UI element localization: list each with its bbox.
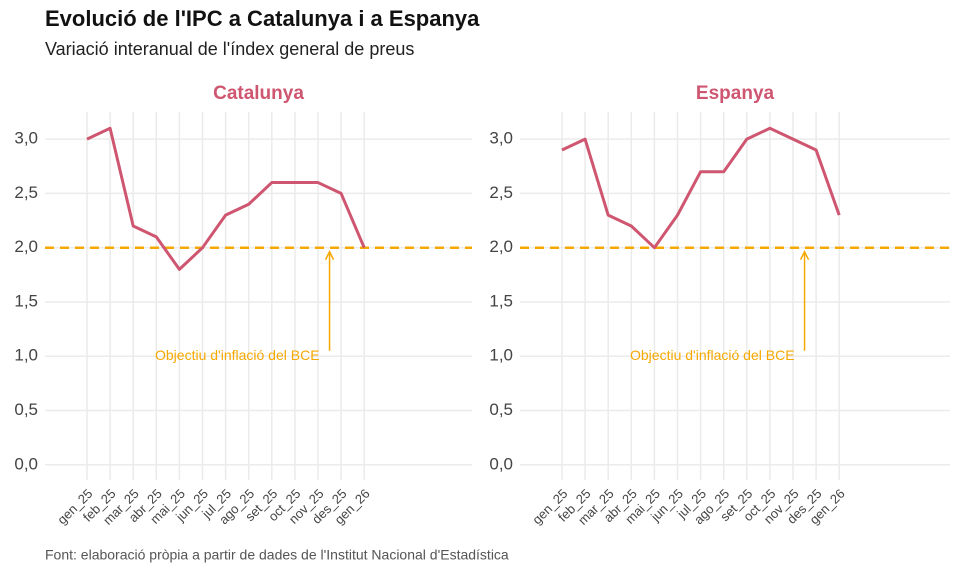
panel-title: Catalunya [213, 83, 304, 104]
annotation-arrowhead [799, 250, 810, 261]
y-tick-label: 0,0 [14, 454, 38, 473]
y-tick-label: 2,0 [489, 237, 513, 256]
annotation-arrowhead [324, 250, 335, 261]
annotation: Objectiu d'inflació del BCE [155, 347, 320, 363]
data-line [561, 126, 841, 250]
y-tick-label: 1,0 [14, 346, 38, 365]
y-tick-label: 2,5 [489, 183, 513, 202]
annotation: Objectiu d'inflació del BCE [630, 347, 795, 363]
y-tick-label: 1,5 [489, 291, 513, 310]
y-tick-label: 3,0 [14, 129, 38, 148]
data-line [86, 126, 366, 271]
y-tick-label: 1,5 [14, 291, 38, 310]
caption: Font: elaboració pròpia a partir de dade… [45, 547, 509, 563]
panel-title: Espanya [696, 83, 775, 104]
chart-title: Evolució de l'IPC a Catalunya i a Espany… [45, 6, 480, 31]
y-tick-label: 0,5 [14, 400, 38, 419]
y-tick-label: 2,0 [14, 237, 38, 256]
y-tick-label: 2,5 [14, 183, 38, 202]
y-tick-label: 1,0 [489, 346, 513, 365]
y-tick-label: 0,0 [489, 454, 513, 473]
y-tick-label: 3,0 [489, 129, 513, 148]
chart-subtitle: Variació interanual de l'índex general d… [45, 39, 414, 59]
y-tick-label: 0,5 [489, 400, 513, 419]
